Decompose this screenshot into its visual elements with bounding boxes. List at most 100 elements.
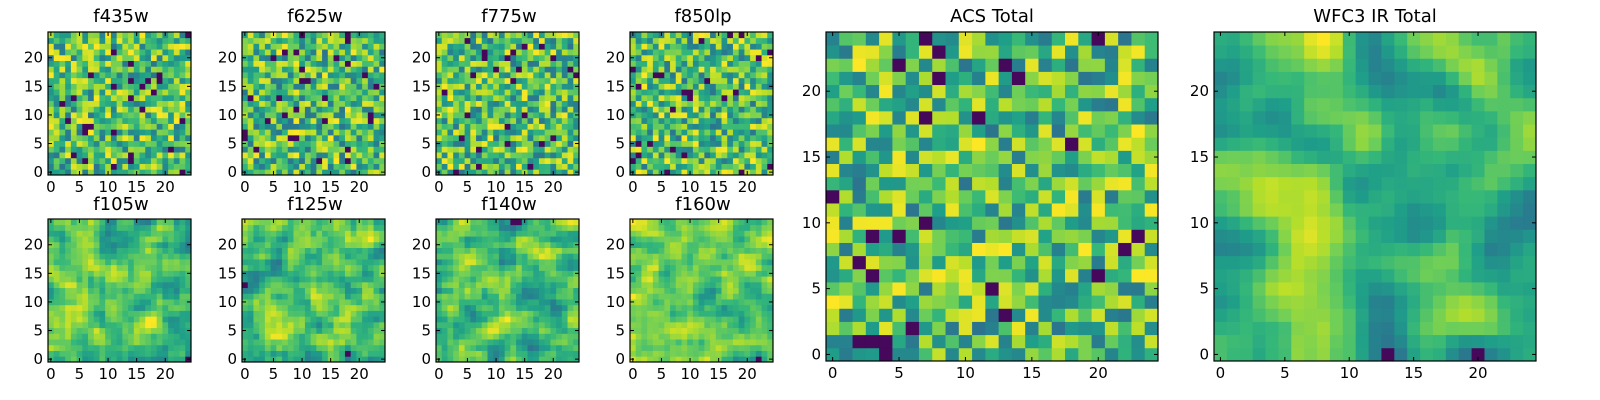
heatmap-cell <box>687 339 694 346</box>
heatmap-cell <box>70 264 77 271</box>
heatmap-cell <box>664 60 671 67</box>
heatmap-cell <box>573 72 580 79</box>
heatmap-cell <box>464 72 471 79</box>
heatmap-cell <box>561 253 568 260</box>
heatmap-cell <box>458 241 465 248</box>
heatmap-cell <box>88 241 95 248</box>
heatmap-cell <box>310 339 317 346</box>
heatmap-cell <box>362 54 369 61</box>
panel-title: f435w <box>93 6 149 27</box>
heatmap-cell <box>344 310 352 317</box>
heatmap-cell <box>322 77 329 84</box>
heatmap-cell <box>510 43 517 50</box>
heatmap-cell <box>168 344 175 351</box>
heatmap-cell <box>133 106 140 113</box>
heatmap-cell <box>516 146 523 153</box>
y-tick-label: 15 <box>24 77 43 95</box>
heatmap-cell <box>327 276 334 283</box>
heatmap-cell <box>105 117 112 124</box>
heatmap-cell <box>150 321 158 329</box>
heatmap-cell <box>76 316 83 323</box>
heatmap-cell <box>122 37 129 44</box>
heatmap-cell <box>128 333 135 340</box>
heatmap-cell <box>139 77 146 84</box>
heatmap-cell <box>767 304 774 311</box>
heatmap-cell <box>356 224 363 231</box>
heatmap-cell <box>527 241 534 248</box>
heatmap-cell <box>173 54 180 61</box>
heatmap-cell <box>76 270 83 277</box>
heatmap-cell <box>544 106 551 113</box>
heatmap-cell <box>150 327 158 334</box>
heatmap-cell <box>641 106 648 113</box>
heatmap-cell <box>538 100 546 107</box>
heatmap-cell <box>253 253 260 260</box>
heatmap-cell <box>527 356 534 363</box>
heatmap-cell <box>481 54 488 61</box>
heatmap-cell <box>550 77 557 84</box>
heatmap-cell <box>652 276 659 283</box>
heatmap-cell <box>162 293 169 300</box>
heatmap-cell <box>185 129 192 136</box>
heatmap-cell <box>287 37 294 44</box>
heatmap-cell <box>379 304 386 311</box>
heatmap-cell <box>162 54 169 61</box>
heatmap-cell <box>242 247 249 254</box>
heatmap-cell <box>692 112 700 119</box>
heatmap-cell <box>761 43 768 50</box>
heatmap-cell <box>516 37 523 44</box>
heatmap-cell <box>727 281 734 289</box>
heatmap-cell <box>185 304 192 311</box>
heatmap-cell <box>681 72 688 79</box>
heatmap-cell <box>516 66 523 73</box>
heatmap-cell <box>128 66 135 73</box>
heatmap-cell <box>470 169 477 176</box>
heatmap-cell <box>316 321 323 329</box>
y-tick-label: 5 <box>227 322 237 340</box>
heatmap-cell <box>664 152 671 159</box>
heatmap-cell <box>692 163 700 170</box>
heatmap-cell <box>270 49 277 56</box>
heatmap-cell <box>242 281 249 289</box>
heatmap-cell <box>264 219 271 226</box>
heatmap-cell <box>253 236 260 243</box>
heatmap-cell <box>293 112 300 119</box>
heatmap-cell <box>310 66 317 73</box>
heatmap-cell <box>510 94 517 102</box>
heatmap-cell <box>635 94 642 102</box>
heatmap-cell <box>652 270 659 277</box>
heatmap-cell <box>493 152 500 159</box>
heatmap-cell <box>259 224 266 231</box>
heatmap-cell <box>510 83 517 90</box>
heatmap-cell <box>327 316 334 323</box>
heatmap-cell <box>464 339 471 346</box>
heatmap-cell <box>122 163 129 170</box>
heatmap-cell <box>732 123 740 130</box>
heatmap-cell <box>327 157 334 164</box>
heatmap-cell <box>356 83 363 90</box>
heatmap-cell <box>65 310 72 317</box>
heatmap-cell <box>145 157 152 164</box>
heatmap-cell <box>447 259 454 266</box>
heatmap-cell <box>99 264 106 271</box>
heatmap-cell <box>156 112 163 119</box>
heatmap-cell <box>704 123 711 130</box>
heatmap-cell <box>150 356 158 363</box>
heatmap-cell <box>93 94 100 102</box>
heatmap-cell <box>350 253 357 260</box>
heatmap-cell <box>162 49 169 56</box>
heatmap-cell <box>493 339 500 346</box>
heatmap-cell <box>544 32 551 39</box>
heatmap-cell <box>185 157 192 164</box>
heatmap-cell <box>493 276 500 283</box>
heatmap-cell <box>99 276 106 283</box>
heatmap-cell <box>447 60 454 67</box>
heatmap-cell <box>704 356 711 363</box>
heatmap-cell <box>276 117 283 124</box>
heatmap-cell <box>675 43 682 50</box>
heatmap-cell <box>441 230 448 237</box>
heatmap-cell <box>70 169 77 176</box>
heatmap-cell <box>356 43 363 50</box>
heatmap-cell <box>304 344 312 351</box>
heatmap-cell <box>367 356 374 363</box>
